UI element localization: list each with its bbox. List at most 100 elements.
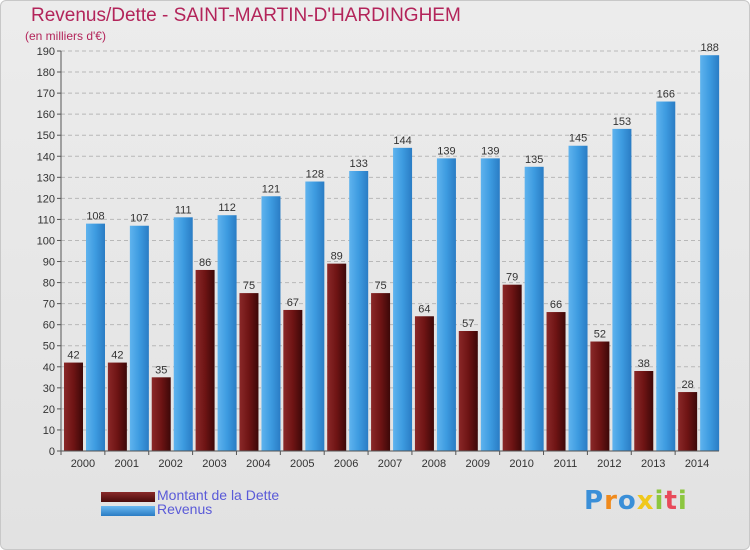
bar-revenus (524, 166, 544, 451)
y-tick-label: 70 (43, 299, 55, 311)
chart-title: Revenus/Dette - SAINT-MARTIN-D'HARDINGHE… (31, 5, 461, 26)
bar-revenus (173, 217, 193, 451)
data-label-dette: 64 (418, 303, 430, 315)
bar-dette (327, 263, 347, 451)
y-tick-label: 0 (49, 446, 55, 458)
bar-dette (678, 392, 698, 451)
bar-revenus (86, 223, 105, 451)
bar-dette (502, 284, 522, 451)
x-tick-label: 2011 (554, 458, 578, 470)
bar-dette (283, 309, 303, 451)
data-label-dette: 79 (506, 272, 518, 284)
bar-dette (64, 362, 83, 451)
x-tick-label: 2008 (422, 458, 446, 470)
data-label-revenus: 112 (218, 202, 236, 214)
bar-dette (371, 293, 391, 451)
y-tick-label: 150 (37, 130, 55, 142)
legend-swatch-revenus (101, 506, 155, 516)
bar-revenus (568, 145, 588, 451)
data-label-dette: 28 (682, 379, 694, 391)
data-label-revenus: 145 (569, 133, 587, 145)
x-tick-label: 2003 (202, 458, 226, 470)
x-tick-label: 2014 (685, 458, 709, 470)
bar-revenus (305, 181, 325, 452)
legend-swatch-debt (101, 492, 155, 502)
axes: 0 10 20 30 40 50 60 70 80 90 100 110 120 130 140 150 160… (37, 46, 719, 470)
bar-revenus (480, 158, 500, 452)
data-label-revenus: 188 (700, 42, 718, 54)
data-label-revenus: 166 (657, 89, 675, 101)
data-label-dette: 66 (550, 299, 562, 311)
data-label-revenus: 135 (525, 154, 543, 166)
data-label-revenus: 107 (130, 213, 148, 225)
bar-dette (107, 362, 127, 451)
y-tick-label: 120 (37, 193, 55, 205)
y-tick-label: 40 (43, 362, 55, 374)
y-tick-label: 160 (37, 109, 55, 121)
data-label-dette: 89 (331, 251, 343, 263)
legend-label-debt: Montant de la Dette (157, 487, 280, 503)
bar-revenus (261, 196, 281, 451)
data-label-revenus: 111 (175, 204, 192, 216)
y-tick-label: 110 (37, 214, 55, 226)
y-tick-label: 180 (37, 67, 55, 79)
bar-revenus (217, 215, 237, 451)
y-tick-label: 90 (43, 257, 55, 269)
data-label-dette: 38 (638, 358, 650, 370)
y-tick-label: 100 (37, 235, 55, 247)
x-tick-label: 2010 (509, 458, 533, 470)
logo-letter: i (654, 486, 665, 516)
bar-dette (151, 377, 171, 451)
y-tick-label: 30 (43, 383, 55, 395)
data-label-dette: 35 (155, 364, 167, 376)
logo-letter: o (617, 486, 637, 516)
y-tick-label: 80 (43, 278, 55, 290)
bar-revenus (129, 225, 149, 451)
bar-revenus (349, 171, 369, 451)
bar-dette (546, 312, 566, 451)
data-label-revenus: 144 (393, 135, 411, 147)
data-label-dette: 86 (199, 257, 211, 269)
y-tick-label: 130 (37, 172, 55, 184)
data-label-revenus: 139 (437, 145, 455, 157)
bar-dette (195, 269, 215, 451)
logo-letter: r (604, 486, 618, 516)
data-label-revenus: 133 (350, 158, 368, 170)
data-label-dette: 57 (462, 318, 474, 330)
y-tick-label: 10 (43, 425, 55, 437)
data-label-dette: 75 (374, 280, 386, 292)
data-label-revenus: 121 (262, 183, 280, 195)
data-label-revenus: 139 (481, 145, 499, 157)
data-label-dette: 67 (287, 297, 299, 309)
bar-revenus (612, 128, 632, 451)
data-label-revenus: 153 (613, 116, 631, 128)
bar-revenus (393, 147, 413, 451)
data-label-revenus: 108 (86, 211, 104, 223)
bar-dette (414, 316, 434, 451)
x-tick-label: 2005 (290, 458, 314, 470)
data-label-dette: 52 (594, 329, 606, 341)
bar-dette (590, 341, 610, 451)
bars: 42 108 42 107 35 111 86 112 75 121 67 128 89 133 75 144… (64, 42, 720, 452)
bar-dette (458, 331, 478, 451)
x-tick-label: 2000 (71, 458, 95, 470)
y-tick-label: 60 (43, 320, 55, 332)
logo-letter: i (677, 486, 688, 516)
y-tick-label: 170 (37, 88, 55, 100)
logo-letter: P (584, 486, 605, 516)
legend-label-revenus: Revenus (157, 501, 213, 517)
data-label-dette: 42 (67, 350, 79, 362)
x-tick-label: 2007 (378, 458, 402, 470)
y-tick-label: 140 (37, 151, 55, 163)
data-label-dette: 75 (243, 280, 255, 292)
x-tick-label: 2012 (597, 458, 621, 470)
data-label-revenus: 128 (306, 169, 324, 181)
x-tick-label: 2001 (115, 458, 139, 470)
bar-dette (634, 371, 654, 451)
y-tick-label: 190 (37, 46, 55, 58)
logo-letter: x (636, 486, 655, 516)
chart-subtitle: (en milliers d'€) (25, 29, 106, 43)
x-tick-label: 2002 (158, 458, 182, 470)
